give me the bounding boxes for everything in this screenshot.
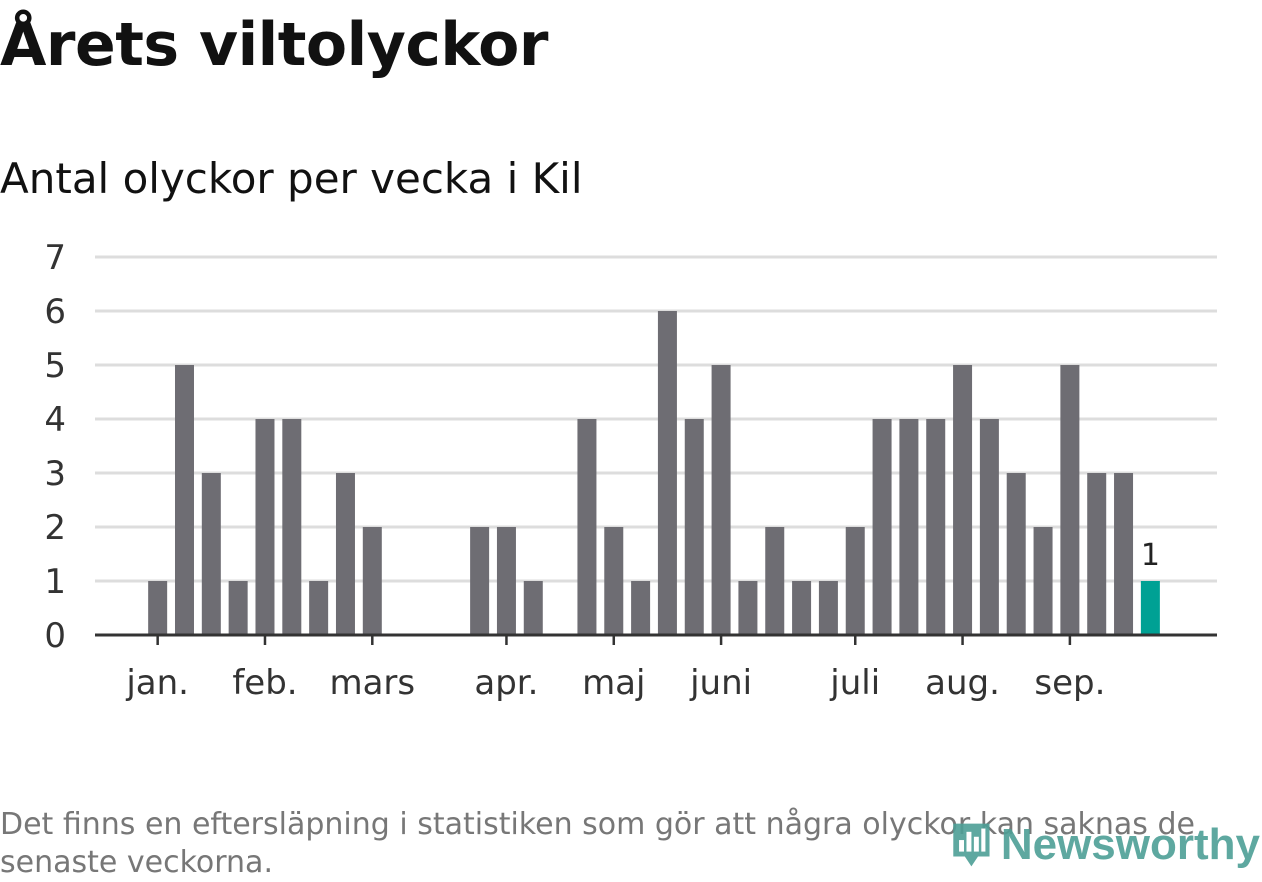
y-axis-ticks: 0 1 2 3 4 5 6 7 [44,238,66,656]
bar-chart-pin-icon [953,823,990,867]
y-tick-label: 7 [44,238,66,278]
bar [657,311,677,635]
data-labels: 1 [1141,538,1160,573]
bar [228,581,248,635]
bar [845,527,865,635]
bar [684,419,704,635]
gridlines [95,255,1217,583]
y-tick-label: 1 [44,562,66,602]
bar [1006,473,1026,635]
x-tick-label: sep. [1034,663,1105,703]
x-tick-label: apr. [474,663,538,703]
bar [174,365,194,635]
bar [470,527,490,635]
y-tick-label: 5 [44,346,66,386]
y-tick-label: 3 [44,454,66,494]
bar [738,581,758,635]
x-tick-label: maj [582,663,645,703]
bar [926,419,946,635]
x-tick-label: feb. [232,663,297,703]
bar [1114,473,1134,635]
bar [631,581,651,635]
bar [523,581,543,635]
bar [201,473,221,635]
bar [1033,527,1053,635]
bar [577,419,597,635]
x-tick-label: juni [689,663,752,703]
bar [282,419,302,635]
bar [711,365,731,635]
bar [818,581,838,635]
y-tick-label: 2 [44,508,66,548]
bar [899,419,919,635]
bar [362,527,382,635]
logo-text: Newsworthy [1000,820,1260,869]
y-tick-label: 6 [44,292,66,332]
bar [765,527,785,635]
bar [1060,365,1080,635]
bar [148,581,168,635]
chart-subtitle: Antal olyckor per vecka i Kil [0,154,583,203]
bar [1087,473,1107,635]
bar [496,527,516,635]
bar [979,419,999,635]
x-tick-label: mars [329,663,415,703]
bar [335,473,355,635]
x-tick-label: juli [829,663,880,703]
x-tick-label: aug. [925,663,1000,703]
bar [309,581,329,635]
y-tick-label: 0 [44,616,66,656]
chart-title: Årets viltolyckor [0,10,549,80]
bar [953,365,973,635]
bar-highlight [1140,581,1160,635]
x-tick-label: jan. [125,663,189,703]
bar [604,527,624,635]
bar [255,419,275,635]
bar [872,419,892,635]
bar [792,581,812,635]
y-tick-label: 4 [44,400,66,440]
bars [148,311,1160,635]
newsworthy-logo: Newsworthy [950,812,1260,878]
data-label: 1 [1141,538,1160,573]
footnote: Det finns en eftersläpning i statistiken… [0,807,1195,880]
x-axis-ticks: jan. feb. mars apr. maj juni juli aug. sep. [125,635,1105,703]
